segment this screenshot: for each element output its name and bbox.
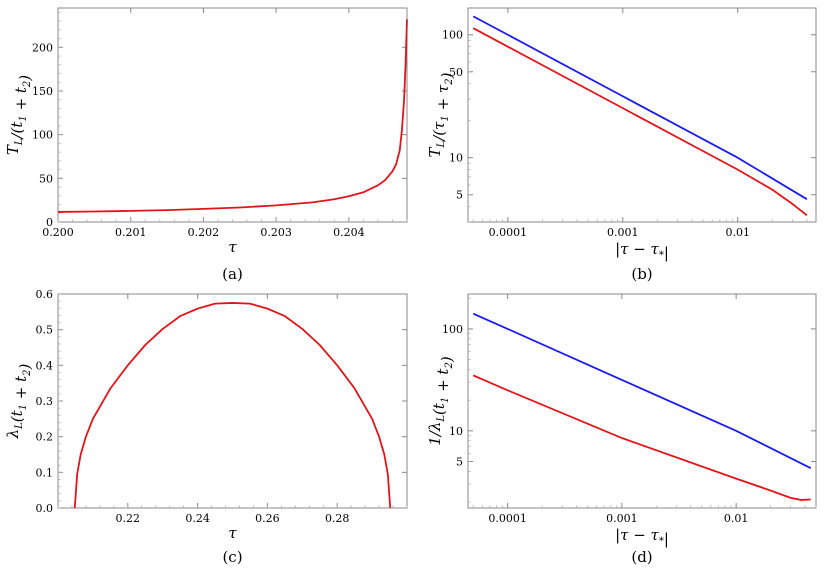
x-tick-label: 0.22 [116,512,141,525]
y-tick-label: 0.3 [36,395,54,408]
panel-label: (b) [631,265,652,283]
y-tick-label: 10 [449,425,463,438]
x-tick-label: 0.201 [115,226,147,239]
x-tick-label: 0.01 [724,512,749,525]
x-tick-label: 0.001 [607,226,639,239]
panel-b: 0.0001 0.001 0.01 5 10 50 100 |τ − τ*| TL/(τ1 + … [426,7,817,283]
x-axis-label: |τ − τ*| [615,240,669,262]
x-axis-label: τ [228,524,237,542]
plot-frame [467,293,817,509]
panel-label: (c) [222,548,242,566]
y-tick-label: 100 [442,29,463,42]
x-tick-label: 0.01 [725,226,750,239]
y-tick-label: 50 [39,172,53,185]
series-line-1 [57,19,408,213]
plot-frame [57,293,408,509]
series-line-2 [472,374,811,501]
y-tick-label: 0.6 [36,288,54,301]
y-axis-label: 1/λL(t1 + t2) [426,356,456,446]
x-tick-label: 0.24 [185,512,210,525]
y-axis-label: λL(t1 + t2) [4,363,34,439]
y-tick-label: 0.4 [36,359,54,372]
y-tick-label: 0.2 [36,431,54,444]
x-axis-label: τ [228,238,237,256]
y-tick-label: 0.5 [36,324,54,337]
y-tick-label: 0.1 [36,466,54,479]
y-tick-label: 5 [456,189,463,202]
panel-a: 0.200 0.201 0.202 0.203 0.204 0 50 100 150 200 τ TL… [4,7,408,283]
y-axis-label: TL/(τ1 + τ2) [426,72,456,157]
y-tick-label: 50 [449,66,463,79]
panel-c: 0.22 0.24 0.26 0.28 0.0 0.1 0.2 0.3 0.4 0.5 0.6 τ λL… [4,288,408,566]
x-tick-label: 0.26 [255,512,280,525]
x-tick-label: 0.001 [606,512,638,525]
series-line-1 [472,312,812,470]
x-tick-label: 0.202 [188,226,220,239]
x-tick-label: 0.0001 [488,512,527,525]
panel-label: (d) [631,548,652,566]
y-tick-label: 0 [46,216,53,229]
plot-frame [57,7,408,223]
panel-d: 0.0001 0.001 0.01 5 10 100 |τ − τ*| 1/λL(t1 + t… [426,293,817,566]
y-tick-label: 100 [442,323,463,336]
y-axis-label: TL/(t1 + t2) [4,75,34,155]
y-tick-label: 5 [456,456,463,469]
series-line-1 [73,302,392,509]
x-tick-label: 0.204 [333,226,365,239]
x-axis-label: |τ − τ*| [615,526,669,548]
y-tick-label: 200 [32,41,53,54]
plot-frame [467,7,817,223]
x-tick-label: 0.203 [260,226,292,239]
x-tick-label: 0.28 [325,512,350,525]
panel-label: (a) [222,265,243,283]
y-tick-label: 0.0 [36,502,54,515]
y-tick-label: 10 [449,152,463,165]
x-tick-label: 0.0001 [489,226,528,239]
series-line-1 [472,15,808,200]
y-tick-label: 150 [32,85,53,98]
y-tick-label: 100 [32,129,53,142]
x-tick-label: 0.200 [42,226,74,239]
series-line-2 [472,27,808,217]
